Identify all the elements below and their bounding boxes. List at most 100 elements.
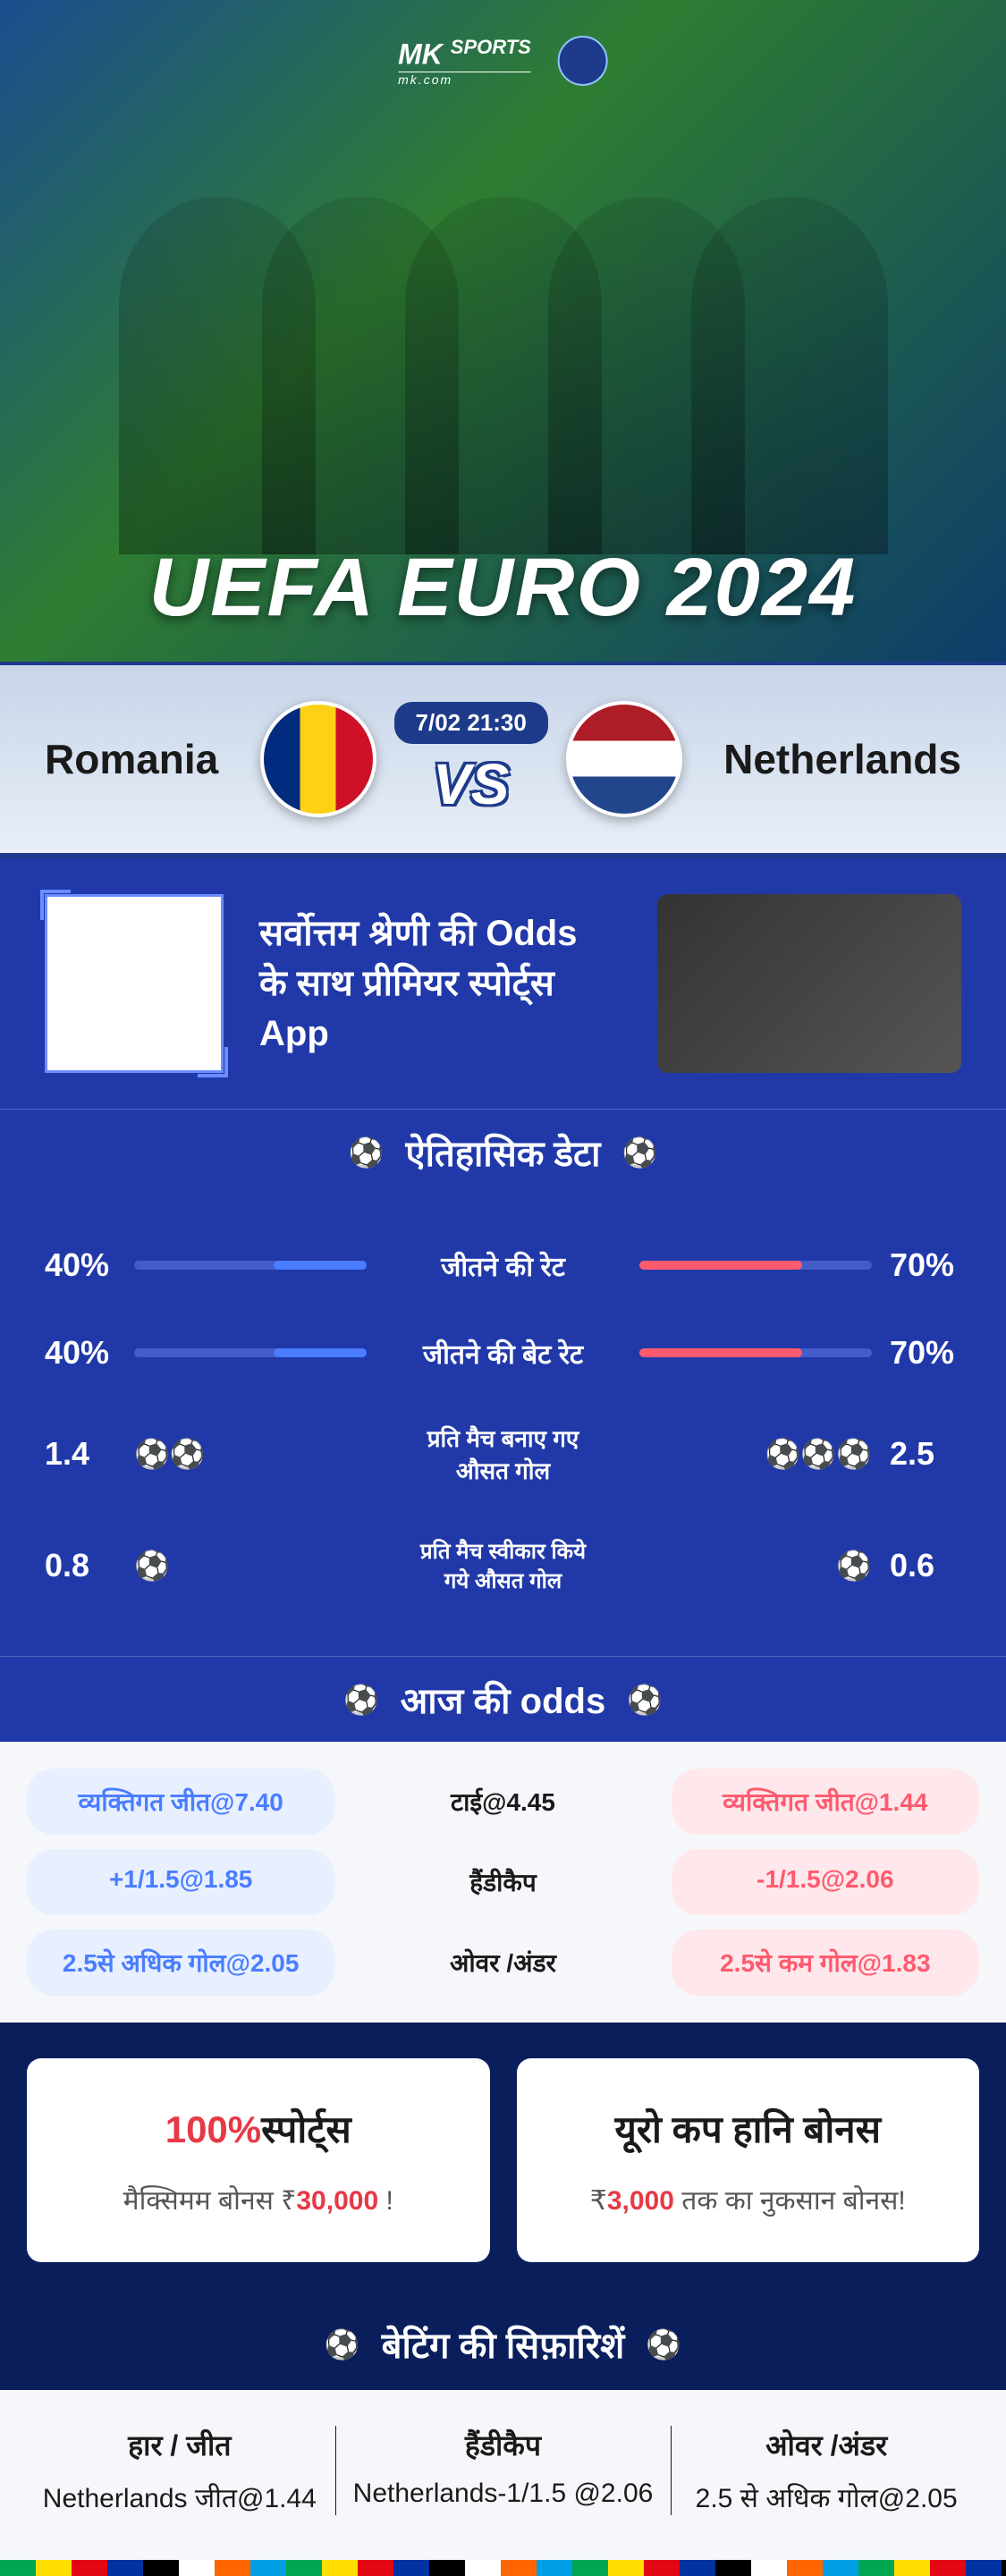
- hist-left-value: 1.4: [45, 1435, 116, 1473]
- odds-pill-away-win[interactable]: व्यक्तिगत जीत@1.44: [672, 1769, 979, 1835]
- rec-label: हार / जीत: [27, 2426, 333, 2464]
- odds-header-text: आज की odds: [401, 1675, 605, 1724]
- goal-icons-red: ⚽: [836, 1549, 872, 1583]
- bar-fill-red: [639, 1348, 802, 1357]
- rec-col-handicap: हैंडीकैप Netherlands-1/1.5 @2.06: [351, 2426, 656, 2515]
- ball-icon: ⚽: [627, 1683, 663, 1717]
- bonus-title-highlight: 100%: [165, 2108, 261, 2150]
- rec-value: 2.5 से अधिक गोल@2.05: [673, 2479, 979, 2515]
- team2-name: Netherlands: [723, 735, 961, 783]
- bar-track-left: [134, 1261, 367, 1270]
- hist-row: 1.4 ⚽⚽ प्रति मैच बनाए गए औसत गोल ⚽⚽⚽ 2.5: [45, 1397, 961, 1511]
- promo-text: सर्वोत्तम श्रेणी की Odds के साथ प्रीमियर…: [259, 908, 621, 1059]
- bar-fill-blue: [274, 1261, 367, 1270]
- goal-icons-red: ⚽⚽⚽: [765, 1437, 872, 1471]
- hist-right: 70%: [621, 1246, 961, 1284]
- bonus-desc-post: !: [378, 2186, 393, 2216]
- bonus-title: यूरो कप हानि बोनस: [544, 2103, 953, 2154]
- vs-block: 7/02 21:30 VS: [394, 702, 548, 817]
- hero-title: UEFA EURO 2024: [149, 541, 858, 635]
- recommendations-header: ⚽ बेटिंग की सिफ़ारिशें ⚽: [0, 2298, 1006, 2390]
- page-container: MK SPORTS mk.com UEFA EURO 2024 Romania …: [0, 0, 1006, 2576]
- ball-icon: ⚽: [646, 2327, 681, 2361]
- hist-left: 0.8 ⚽: [45, 1547, 385, 1584]
- hist-right-value: 0.6: [890, 1547, 961, 1584]
- bonus-desc: मैक्सिमम बोनस ₹30,000 !: [54, 2181, 463, 2217]
- historical-header-text: ऐतिहासिक डेटा: [405, 1128, 600, 1177]
- brand-sports: SPORTS: [451, 36, 531, 58]
- hero-banner: MK SPORTS mk.com UEFA EURO 2024: [0, 0, 1006, 662]
- ball-icon: ⚽: [349, 1136, 385, 1170]
- bonus-amount: 3,000: [607, 2186, 674, 2216]
- hist-label: प्रति मैच स्वीकार किये गये औसत गोल: [411, 1536, 595, 1595]
- odds-pill-under[interactable]: 2.5से कम गोल@1.83: [672, 1930, 979, 1996]
- bonus-section: 100%स्पोर्ट्स मैक्सिमम बोनस ₹30,000 ! यू…: [0, 2023, 1006, 2298]
- hero-logo-row: MK SPORTS mk.com: [398, 36, 608, 87]
- flag-netherlands-icon: [566, 701, 682, 817]
- hist-row: 40% जीतने की रेट 70%: [45, 1221, 961, 1309]
- rec-divider: [671, 2426, 672, 2515]
- bonus-card-euro[interactable]: यूरो कप हानि बोनस ₹3,000 तक का नुकसान बो…: [517, 2058, 980, 2262]
- odds-pill-over[interactable]: 2.5से अधिक गोल@2.05: [27, 1930, 334, 1996]
- bonus-amount: 30,000: [296, 2186, 378, 2216]
- hist-label: जीतने की रेट: [411, 1247, 595, 1284]
- bonus-title-rest: यूरो कप हानि बोनस: [615, 2108, 881, 2150]
- rec-label: ओवर /अंडर: [673, 2426, 979, 2464]
- brand-main: MK: [398, 38, 443, 71]
- brand-logo[interactable]: MK SPORTS mk.com: [398, 36, 531, 87]
- odds-label-overunder: ओवर /अंडर: [349, 1930, 656, 1996]
- recommendations-header-text: बेटिंग की सिफ़ारिशें: [382, 2319, 625, 2369]
- ball-icon: ⚽: [325, 2327, 360, 2361]
- hist-left: 40%: [45, 1246, 385, 1284]
- rec-col-overunder: ओवर /अंडर 2.5 से अधिक गोल@2.05: [673, 2426, 979, 2515]
- bonus-title: 100%स्पोर्ट्स: [54, 2103, 463, 2154]
- app-preview-graphic: [657, 894, 961, 1073]
- rec-divider: [335, 2426, 336, 2515]
- bar-track-left: [134, 1348, 367, 1357]
- historical-header: ⚽ ऐतिहासिक डेटा ⚽: [0, 1109, 1006, 1195]
- ball-icon: ⚽: [622, 1136, 658, 1170]
- hist-left-value: 40%: [45, 1246, 116, 1284]
- rec-value: Netherlands-1/1.5 @2.06: [351, 2479, 656, 2509]
- hist-left-value: 40%: [45, 1334, 116, 1372]
- hist-left: 1.4 ⚽⚽: [45, 1435, 385, 1473]
- odds-pill-handicap-home[interactable]: +1/1.5@1.85: [27, 1849, 334, 1915]
- odds-section: व्यक्तिगत जीत@7.40 टाई@4.45 व्यक्तिगत जी…: [0, 1742, 1006, 2023]
- odds-label-tie: टाई@4.45: [349, 1769, 656, 1835]
- rec-col-winlose: हार / जीत Netherlands जीत@1.44: [27, 2426, 333, 2515]
- promo-section: सर्वोत्तम श्रेणी की Odds के साथ प्रीमियर…: [0, 858, 1006, 1109]
- odds-label-handicap: हैंडीकैप: [349, 1849, 656, 1915]
- bar-fill-blue: [274, 1348, 367, 1357]
- vs-text: VS: [433, 751, 509, 817]
- match-bar: Romania 7/02 21:30 VS Netherlands: [0, 662, 1006, 858]
- bar-track-right: [639, 1348, 872, 1357]
- bonus-desc-pre: मैक्सिमम बोनस ₹: [123, 2186, 297, 2216]
- hist-right-value: 70%: [890, 1246, 961, 1284]
- hist-left: 40%: [45, 1334, 385, 1372]
- brand-sub: mk.com: [398, 72, 531, 87]
- hist-label: जीतने की बेट रेट: [411, 1335, 595, 1372]
- odds-pill-handicap-away[interactable]: -1/1.5@2.06: [672, 1849, 979, 1915]
- bar-fill-red: [639, 1261, 802, 1270]
- hist-left-value: 0.8: [45, 1547, 116, 1584]
- qr-code-placeholder[interactable]: [45, 894, 224, 1073]
- match-datetime: 7/02 21:30: [394, 702, 548, 744]
- rec-label: हैंडीकैप: [351, 2426, 656, 2464]
- bonus-title-rest: स्पोर्ट्स: [261, 2108, 351, 2150]
- hist-right: ⚽⚽⚽ 2.5: [621, 1435, 961, 1473]
- bonus-card-sports[interactable]: 100%स्पोर्ट्स मैक्सिमम बोनस ₹30,000 !: [27, 2058, 490, 2262]
- hist-right-value: 2.5: [890, 1435, 961, 1473]
- hist-row: 40% जीतने की बेट रेट 70%: [45, 1309, 961, 1397]
- hero-players-graphic: [0, 107, 1006, 554]
- promo-line2: के साथ प्रीमियर स्पोर्ट्स App: [259, 959, 621, 1059]
- hist-right: ⚽ 0.6: [621, 1547, 961, 1584]
- flag-romania-icon: [260, 701, 376, 817]
- club-badge-icon: [558, 36, 608, 86]
- bonus-desc-post: तक का नुकसान बोनस!: [674, 2186, 906, 2216]
- team1-name: Romania: [45, 735, 218, 783]
- odds-pill-home-win[interactable]: व्यक्तिगत जीत@7.40: [27, 1769, 334, 1835]
- bonus-desc-pre: ₹: [590, 2186, 607, 2216]
- hist-right: 70%: [621, 1334, 961, 1372]
- bar-track-right: [639, 1261, 872, 1270]
- odds-header: ⚽ आज की odds ⚽: [0, 1656, 1006, 1742]
